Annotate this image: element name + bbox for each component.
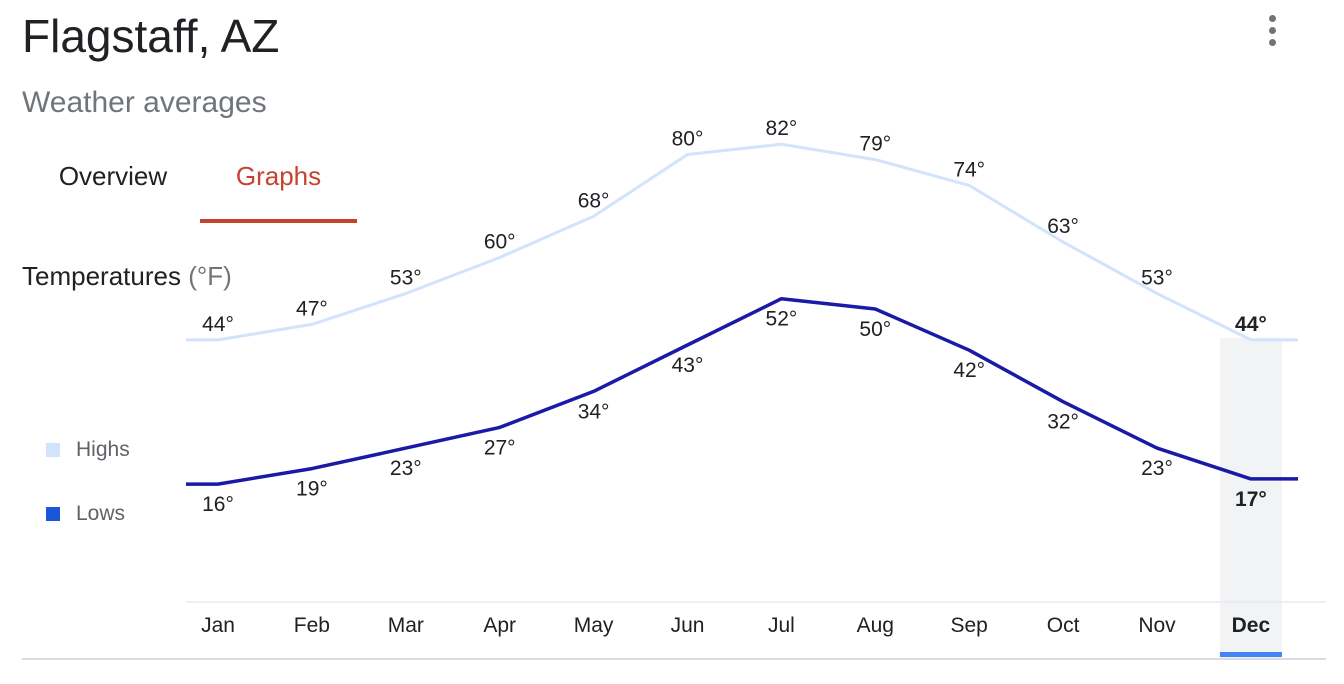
active-tab-indicator (200, 219, 357, 223)
bottom-divider (22, 658, 1326, 660)
highs-data-label: 44° (1235, 313, 1267, 336)
page-subtitle: Weather averages (22, 86, 267, 119)
highs-data-label: 80° (672, 128, 704, 151)
x-tick-label: May (574, 614, 614, 637)
x-tick-label: Jun (671, 614, 705, 637)
legend-swatch-highs (46, 443, 60, 457)
tab-overview[interactable]: Overview (58, 161, 168, 191)
lows-data-label: 50° (859, 318, 891, 341)
selected-month-indicator (1219, 652, 1282, 657)
chart-heading: Temperatures (°F) (22, 258, 232, 294)
more-options-icon[interactable] (1256, 10, 1288, 50)
x-tick-label: Feb (294, 614, 330, 637)
lows-data-label: 16° (202, 493, 234, 516)
x-tick-label: Jan (201, 614, 235, 637)
lows-data-label: 23° (390, 457, 422, 480)
legend-label-highs: Highs (76, 438, 130, 461)
selected-month-highlight (1219, 338, 1282, 658)
highs-data-label: 68° (578, 189, 610, 212)
lows-data-label: 17° (1235, 488, 1267, 511)
highs-data-label: 63° (1047, 215, 1079, 238)
x-tick-label: Nov (1138, 614, 1176, 637)
x-tick-label: Sep (951, 614, 988, 637)
highs-data-label: 60° (484, 231, 516, 254)
legend-item-highs: Highs (46, 438, 130, 462)
x-tick-label: Aug (857, 614, 894, 637)
chart-heading-label: Temperatures (22, 261, 181, 291)
tab-graphs[interactable]: Graphs (235, 161, 322, 191)
highs-data-label: 79° (859, 133, 891, 156)
lows-data-label: 34° (578, 400, 610, 423)
highs-data-label: 53° (1141, 267, 1173, 290)
lows-data-label: 27° (484, 436, 516, 459)
x-tick-label: Mar (388, 614, 424, 637)
highs-data-label: 74° (953, 158, 985, 181)
lows-data-label: 23° (1141, 457, 1173, 480)
legend-swatch-lows (46, 507, 60, 521)
lows-data-label: 32° (1047, 411, 1079, 434)
lows-data-label: 19° (296, 478, 328, 501)
lows-series-line (186, 296, 1298, 486)
highs-data-label: 47° (296, 297, 328, 320)
x-tick-label: Oct (1047, 614, 1080, 637)
legend-label-lows: Lows (76, 502, 126, 525)
lows-data-label: 43° (672, 354, 704, 377)
legend-item-lows: Lows (46, 502, 125, 526)
lows-data-label: 52° (766, 308, 798, 331)
x-tick-label: Dec (1232, 614, 1271, 637)
highs-data-label: 53° (390, 267, 422, 290)
highs-data-label: 82° (766, 117, 798, 140)
x-tick-label: Apr (483, 614, 516, 637)
x-tick-label: Jul (768, 614, 795, 637)
highs-data-label: 44° (202, 313, 234, 336)
chart-heading-unit: (°F) (188, 261, 232, 291)
location-title: Flagstaff, AZ (22, 10, 280, 62)
lows-data-label: 42° (953, 359, 985, 382)
highs-series-line (186, 142, 1298, 342)
